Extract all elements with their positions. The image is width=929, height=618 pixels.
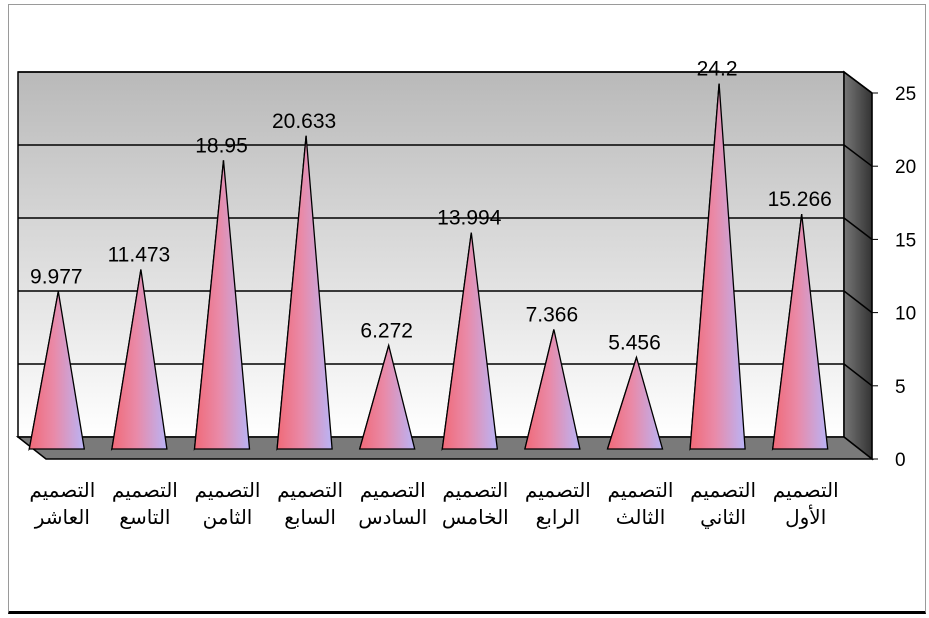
data-label: 24.2 (697, 58, 738, 81)
data-label: 7.366 (526, 303, 579, 326)
pyramid-front-face (111, 269, 168, 450)
category-label: الثالث (616, 507, 666, 529)
pyramid-series (28, 83, 829, 452)
category-label: التصميم (360, 480, 426, 502)
pyramid-front-face (771, 214, 829, 450)
pyramid-front-face (276, 135, 333, 450)
category-label: العاشر (34, 507, 90, 529)
category-label: التصميم (442, 480, 508, 502)
category-label: التصميم (690, 480, 756, 502)
pyramid-bar (524, 329, 581, 450)
side-wall (843, 70, 873, 461)
gridline-side (843, 144, 873, 167)
category-label: التاسع (119, 507, 170, 529)
pyramid-front-face (28, 291, 86, 450)
pyramid-front-face (689, 83, 746, 450)
pyramid-front-face (606, 355, 664, 450)
pyramid-bar (110, 269, 168, 452)
y-tick-label: 0 (895, 450, 906, 471)
category-label: التصميم (773, 480, 839, 502)
gridline-side (843, 71, 873, 94)
y-tick-label: 10 (895, 304, 916, 325)
y-tick-label: 15 (895, 230, 916, 251)
y-tick-label: 5 (895, 377, 906, 398)
category-label: السادس (358, 507, 427, 529)
pyramid-bar (441, 232, 499, 451)
gridline-side (843, 290, 873, 314)
data-label: 13.994 (437, 207, 502, 230)
y-tick-label: 20 (895, 157, 916, 178)
data-labels: 9.977 11.473 18.95 20.633 6.272 13.994 7.366 5.… (30, 58, 832, 355)
category-label: التصميم (277, 480, 343, 502)
data-label: 5.456 (608, 331, 661, 354)
y-axis-ticks: 0 5 10 15 20 25 (872, 84, 916, 471)
gridline-side (843, 363, 873, 387)
pyramid-bar (771, 214, 829, 451)
pyramid-bar (276, 135, 333, 451)
category-label: الثامن (203, 507, 253, 529)
category-label: الرابع (536, 507, 580, 529)
category-labels: التصميم العاشر التصميم التاسع التصميم الثامن ا… (29, 480, 838, 530)
category-label: التصميم (608, 480, 674, 502)
y-tick-label: 25 (895, 84, 916, 105)
category-label: التصميم (525, 480, 591, 502)
category-label: التصميم (29, 480, 95, 502)
category-label: التصميم (195, 480, 261, 502)
pyramid-bar (358, 342, 416, 450)
gridline-side (843, 217, 873, 240)
pyramid-front-face (358, 342, 416, 450)
pyramid-bar (689, 83, 746, 451)
category-label: التصميم (112, 480, 178, 502)
pyramid-front-face (193, 160, 251, 450)
category-label: الخامس (442, 507, 509, 529)
pyramid-front-face (441, 232, 499, 450)
pyramid-bar (28, 291, 86, 452)
data-label: 20.633 (272, 110, 336, 133)
category-label: الأول (785, 505, 826, 529)
pyramid-front-face (524, 329, 581, 450)
pyramid-bar (193, 160, 251, 451)
data-label: 18.95 (195, 134, 248, 157)
data-label: 6.272 (360, 319, 413, 342)
category-label: السابع (284, 507, 336, 529)
data-label: 9.977 (30, 265, 83, 288)
data-label: 15.266 (768, 188, 832, 211)
data-label: 11.473 (108, 243, 171, 266)
category-label: الثاني (700, 507, 746, 530)
pyramid-bar (606, 355, 664, 450)
